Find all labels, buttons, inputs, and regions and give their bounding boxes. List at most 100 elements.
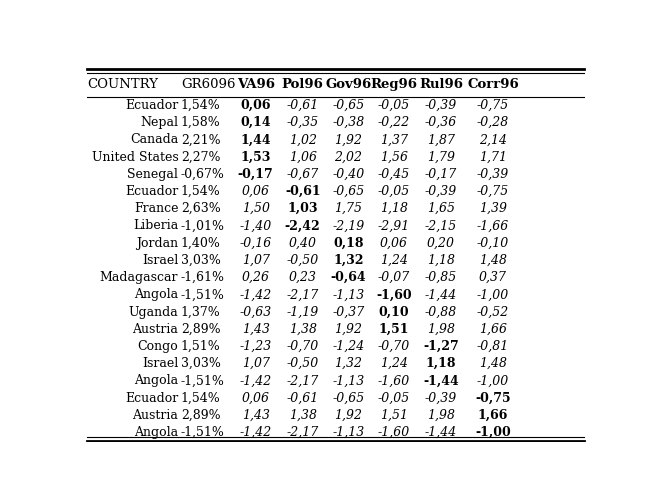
Text: 2,14: 2,14 (479, 133, 507, 146)
Text: 1,75: 1,75 (335, 202, 362, 215)
Text: -1,42: -1,42 (240, 374, 272, 387)
Text: -1,27: -1,27 (423, 340, 459, 353)
Text: Ecuador: Ecuador (125, 392, 178, 405)
Text: 1,56: 1,56 (380, 151, 408, 164)
Text: -0,70: -0,70 (287, 340, 319, 353)
Text: -0,88: -0,88 (425, 306, 457, 319)
Text: 1,53: 1,53 (240, 151, 271, 164)
Text: 1,92: 1,92 (335, 409, 362, 422)
Text: 3,03%: 3,03% (181, 254, 221, 267)
Text: 1,71: 1,71 (479, 151, 507, 164)
Text: -0,05: -0,05 (378, 392, 410, 405)
Text: 1,98: 1,98 (427, 323, 455, 336)
Text: -1,44: -1,44 (423, 374, 459, 387)
Text: -0,22: -0,22 (378, 116, 410, 129)
Text: Canada: Canada (130, 133, 178, 146)
Text: -2,42: -2,42 (285, 219, 320, 233)
Text: -2,19: -2,19 (332, 219, 364, 233)
Text: -0,17: -0,17 (425, 168, 457, 181)
Text: 2,27%: 2,27% (181, 151, 220, 164)
Text: -0,40: -0,40 (332, 168, 364, 181)
Text: -0,39: -0,39 (425, 99, 457, 112)
Text: -2,17: -2,17 (287, 374, 319, 387)
Text: 1,48: 1,48 (479, 254, 507, 267)
Text: -1,66: -1,66 (477, 219, 509, 233)
Text: 1,98: 1,98 (427, 409, 455, 422)
Text: Madagascar: Madagascar (100, 271, 178, 284)
Text: -1,23: -1,23 (240, 340, 272, 353)
Text: 0,06: 0,06 (242, 392, 270, 405)
Text: 1,87: 1,87 (427, 133, 455, 146)
Text: COUNTRY: COUNTRY (87, 78, 158, 91)
Text: -1,00: -1,00 (475, 426, 511, 439)
Text: -0,39: -0,39 (425, 185, 457, 198)
Text: -2,91: -2,91 (378, 219, 410, 233)
Text: 2,02: 2,02 (335, 151, 362, 164)
Text: -0,63: -0,63 (240, 306, 272, 319)
Text: 1,51: 1,51 (379, 323, 409, 336)
Text: -1,01%: -1,01% (181, 219, 225, 233)
Text: 1,51%: 1,51% (181, 340, 221, 353)
Text: 0,40: 0,40 (289, 237, 316, 249)
Text: 1,18: 1,18 (426, 357, 457, 370)
Text: -0,65: -0,65 (332, 392, 364, 405)
Text: 1,37: 1,37 (380, 133, 408, 146)
Text: Angola: Angola (134, 288, 178, 301)
Text: 2,89%: 2,89% (181, 409, 221, 422)
Text: -0,37: -0,37 (332, 306, 364, 319)
Text: -1,13: -1,13 (332, 288, 364, 301)
Text: -1,00: -1,00 (477, 288, 509, 301)
Text: Austria: Austria (132, 409, 178, 422)
Text: 0,14: 0,14 (240, 116, 271, 129)
Text: Congo: Congo (138, 340, 178, 353)
Text: Pol96: Pol96 (282, 78, 324, 91)
Text: Austria: Austria (132, 323, 178, 336)
Text: -0,05: -0,05 (378, 99, 410, 112)
Text: Israel: Israel (142, 357, 178, 370)
Text: Reg96: Reg96 (371, 78, 418, 91)
Text: 1,48: 1,48 (479, 357, 507, 370)
Text: -1,51%: -1,51% (181, 426, 225, 439)
Text: 1,38: 1,38 (289, 323, 316, 336)
Text: -0,52: -0,52 (477, 306, 509, 319)
Text: 1,58%: 1,58% (181, 116, 221, 129)
Text: -0,45: -0,45 (378, 168, 410, 181)
Text: 0,10: 0,10 (379, 306, 409, 319)
Text: 1,18: 1,18 (427, 254, 455, 267)
Text: -0,85: -0,85 (425, 271, 457, 284)
Text: 1,92: 1,92 (335, 323, 362, 336)
Text: 1,03: 1,03 (288, 202, 318, 215)
Text: 2,89%: 2,89% (181, 323, 221, 336)
Text: -0,39: -0,39 (477, 168, 509, 181)
Text: -0,65: -0,65 (332, 99, 364, 112)
Text: 1,51: 1,51 (380, 409, 408, 422)
Text: 1,43: 1,43 (242, 409, 270, 422)
Text: -0,61: -0,61 (287, 392, 319, 405)
Text: -0,75: -0,75 (477, 99, 509, 112)
Text: -1,51%: -1,51% (181, 288, 225, 301)
Text: -1,51%: -1,51% (181, 374, 225, 387)
Text: United States: United States (92, 151, 178, 164)
Text: -1,60: -1,60 (376, 288, 412, 301)
Text: Gov96: Gov96 (326, 78, 371, 91)
Text: -1,13: -1,13 (332, 426, 364, 439)
Text: -1,19: -1,19 (287, 306, 319, 319)
Text: 2,21%: 2,21% (181, 133, 221, 146)
Text: 0,06: 0,06 (242, 185, 270, 198)
Text: 1,24: 1,24 (380, 357, 408, 370)
Text: Jordan: Jordan (136, 237, 178, 249)
Text: 1,39: 1,39 (479, 202, 507, 215)
Text: -0,81: -0,81 (477, 340, 509, 353)
Text: 1,38: 1,38 (289, 409, 316, 422)
Text: -0,07: -0,07 (378, 271, 410, 284)
Text: 1,32: 1,32 (335, 357, 362, 370)
Text: 1,43: 1,43 (242, 323, 270, 336)
Text: Angola: Angola (134, 426, 178, 439)
Text: France: France (134, 202, 178, 215)
Text: -0,50: -0,50 (287, 254, 319, 267)
Text: 0,23: 0,23 (289, 271, 316, 284)
Text: 1,32: 1,32 (333, 254, 364, 267)
Text: -2,17: -2,17 (287, 288, 319, 301)
Text: -0,64: -0,64 (331, 271, 366, 284)
Text: Angola: Angola (134, 374, 178, 387)
